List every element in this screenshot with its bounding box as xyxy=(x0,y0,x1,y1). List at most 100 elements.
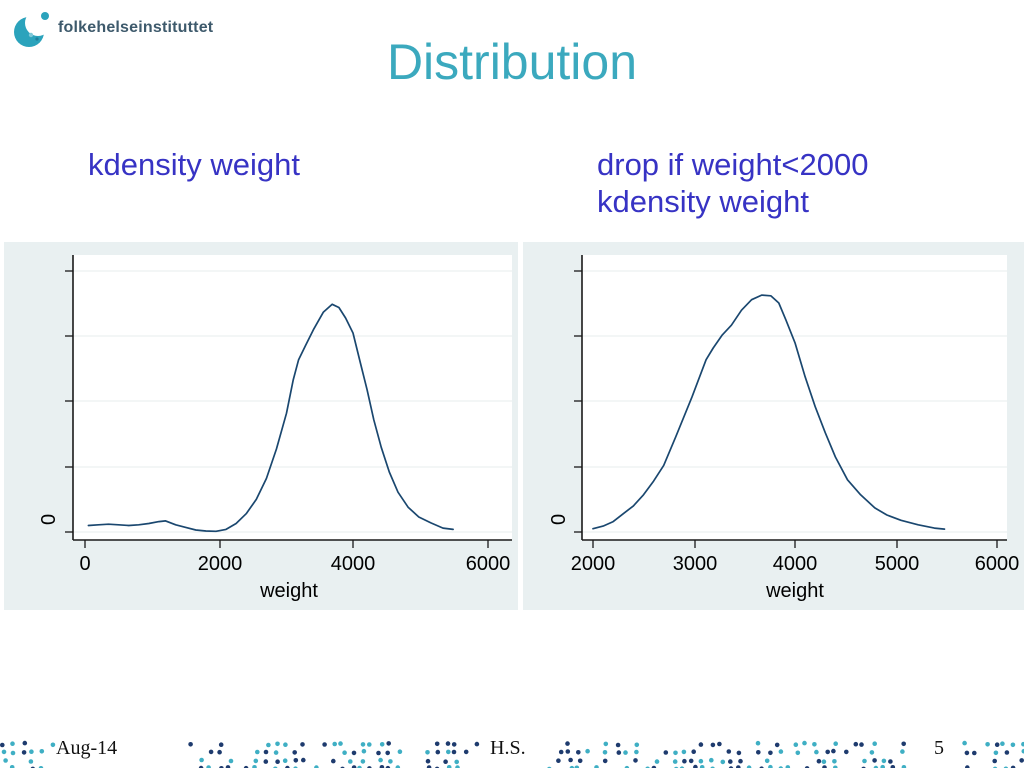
decorative-dot xyxy=(901,765,907,768)
decorative-dot xyxy=(768,750,773,756)
x-tick-label: 4000 xyxy=(331,553,376,575)
decorative-dot xyxy=(698,758,704,764)
decorative-dot xyxy=(822,765,827,768)
decorative-dot xyxy=(728,759,733,764)
y-zero-label: 0 xyxy=(548,514,570,525)
decorative-dot xyxy=(900,749,905,754)
decorative-dot xyxy=(785,765,791,768)
decorative-dot xyxy=(994,742,1000,747)
decorative-dot xyxy=(275,759,280,764)
decorative-dot xyxy=(576,750,581,755)
decorative-dot xyxy=(434,741,440,747)
x-tick-label: 6000 xyxy=(466,553,511,575)
decorative-dot xyxy=(672,759,678,764)
x-tick-label: 5000 xyxy=(875,553,920,575)
decorative-dot xyxy=(282,758,288,763)
decorative-dot xyxy=(1,749,7,755)
footer-decorative-dots xyxy=(0,740,1024,768)
decorative-dot xyxy=(385,750,391,756)
decorative-dot xyxy=(681,749,687,755)
decorative-dot xyxy=(814,749,819,755)
decorative-dot xyxy=(726,749,732,754)
decorative-dot xyxy=(300,742,305,747)
logo: folkehelseinstituttet xyxy=(10,6,213,50)
decorative-dot xyxy=(565,749,571,754)
decorative-dot xyxy=(331,758,336,764)
decorative-dot xyxy=(338,741,343,746)
decorative-dot xyxy=(385,765,391,768)
decorative-dot xyxy=(890,765,896,768)
decorative-dot xyxy=(654,759,660,764)
x-axis-ticks xyxy=(592,540,998,548)
decorative-dot xyxy=(862,758,867,764)
decorative-dot xyxy=(50,742,56,748)
caption-right-line2: kdensity weight xyxy=(597,184,809,219)
decorative-dot xyxy=(738,758,743,764)
decorative-dot xyxy=(869,750,875,755)
decorative-dot xyxy=(263,749,269,755)
decorative-dot xyxy=(454,759,460,765)
decorative-dot xyxy=(693,764,698,768)
x-axis-title: weight xyxy=(259,580,318,602)
decorative-dot xyxy=(755,740,761,746)
decorative-dot xyxy=(1010,765,1016,768)
decorative-dot xyxy=(833,741,838,746)
caption-right: drop if weight<2000 kdensity weight xyxy=(597,146,868,220)
decorative-dot xyxy=(833,765,838,768)
gridlines xyxy=(582,270,1007,533)
decorative-dot xyxy=(793,742,799,747)
decorative-dot xyxy=(720,759,726,765)
decorative-dot xyxy=(361,748,367,754)
decorative-dot xyxy=(206,765,211,768)
decorative-dot xyxy=(3,758,8,763)
decorative-dot xyxy=(710,742,716,748)
decorative-dot xyxy=(853,741,859,747)
decorative-dot xyxy=(972,750,977,756)
decorative-dot xyxy=(426,765,432,768)
x-tick-label: 2000 xyxy=(198,553,243,575)
y-zero-label: 0 xyxy=(38,514,60,525)
decorative-dot xyxy=(616,750,622,755)
decorative-dot xyxy=(634,742,640,748)
decorative-dot xyxy=(198,765,204,768)
decorative-dot xyxy=(357,765,362,768)
decorative-dot xyxy=(293,758,299,763)
decorative-dot xyxy=(795,750,801,756)
decorative-dot xyxy=(602,758,608,764)
decorative-dot xyxy=(872,758,877,763)
decorative-dot xyxy=(1019,758,1024,763)
decorative-dot xyxy=(802,740,807,746)
decorative-dot xyxy=(39,749,45,754)
decorative-dot xyxy=(379,765,385,768)
decorative-dot xyxy=(225,765,231,768)
decorative-dot xyxy=(746,765,752,768)
y-axis-ticks xyxy=(574,270,582,533)
decorative-dot xyxy=(360,742,366,747)
decorative-dot xyxy=(964,750,970,756)
decorative-dot xyxy=(1021,748,1024,754)
decorative-dot xyxy=(9,765,15,768)
plot-area xyxy=(582,255,1007,540)
decorative-dot xyxy=(360,759,366,764)
decorative-dot xyxy=(816,758,822,764)
decorative-dot xyxy=(285,765,290,768)
gridlines xyxy=(73,270,512,533)
decorative-dot xyxy=(29,749,34,754)
decorative-dot xyxy=(10,741,15,746)
decorative-dot xyxy=(283,742,288,747)
decorative-dot xyxy=(832,759,837,764)
kdensity-chart-right: 2000 3000 4000 5000 6000 0 weight xyxy=(523,242,1024,610)
decorative-dot xyxy=(736,750,742,756)
footer-page-number: 5 xyxy=(934,737,944,759)
decorative-dot xyxy=(451,749,457,755)
decorative-dot xyxy=(351,750,357,756)
decorative-dot xyxy=(22,740,28,746)
decorative-dot xyxy=(254,749,260,755)
logo-text: folkehelseinstituttet xyxy=(58,19,214,36)
decorative-dot xyxy=(602,750,608,755)
x-tick-label: 2000 xyxy=(571,553,616,575)
decorative-dot xyxy=(574,765,580,768)
decorative-dot xyxy=(199,757,204,763)
decorative-dot xyxy=(558,749,564,755)
decorative-dot xyxy=(623,750,628,755)
